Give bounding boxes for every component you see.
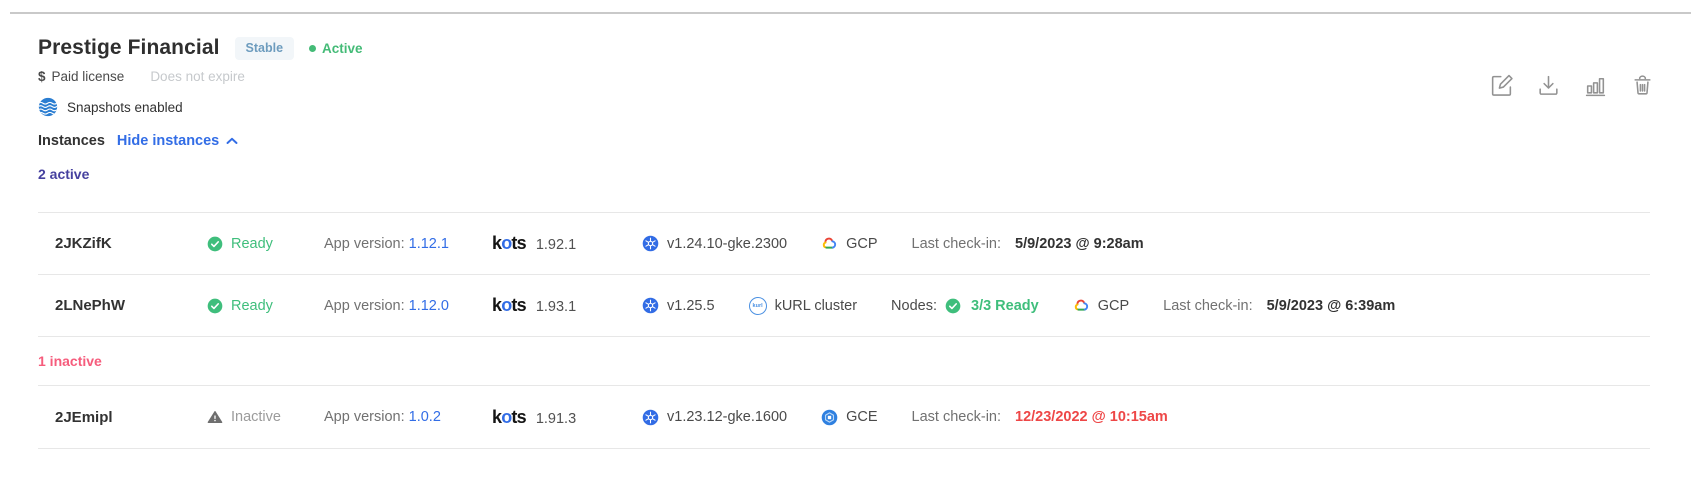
provider-cell: GCP	[1073, 297, 1129, 314]
license-row: $ Paid license Does not expire	[38, 69, 1701, 84]
k8s-version: v1.23.12-gke.1600	[667, 409, 788, 425]
k8s-version: v1.25.5	[667, 297, 715, 314]
hide-instances-link[interactable]: Hide instances	[117, 133, 238, 149]
warning-triangle-icon	[207, 411, 223, 423]
edit-button[interactable]	[1488, 72, 1514, 98]
instance-id: 2JEmipl	[55, 408, 113, 426]
snapshots-row: Snapshots enabled	[38, 97, 1701, 117]
app-version-label: App version:	[324, 409, 405, 425]
app-version-cell: App version: 1.0.2	[324, 409, 492, 425]
kubernetes-icon	[642, 409, 659, 425]
kots-logo: kots	[492, 295, 527, 315]
kurl-icon: kurl	[748, 296, 767, 315]
app-version-link[interactable]: 1.12.1	[408, 235, 449, 252]
hide-instances-label: Hide instances	[116, 133, 220, 149]
instances-heading: Instances	[38, 133, 105, 149]
customer-card: Prestige Financial Stable Active	[0, 14, 1701, 449]
kots-logo: kots	[492, 406, 527, 427]
status-badge: Active	[309, 41, 363, 56]
last-checkin-value: 5/9/2023 @ 6:39am	[1266, 297, 1396, 314]
inactive-count: 1 inactive	[38, 336, 1650, 385]
status-text: Ready	[231, 297, 273, 314]
kots-version: 1.92.1	[535, 237, 577, 253]
gcp-icon	[1074, 299, 1088, 311]
app-version-label: App version:	[324, 235, 405, 252]
active-count: 2 active	[38, 166, 90, 182]
edit-icon	[1491, 74, 1513, 96]
provider-name: GCP	[1097, 297, 1130, 314]
analytics-icon	[1585, 77, 1605, 96]
instances-header: Instances Hide instances	[38, 133, 1701, 149]
app-version-link[interactable]: 1.12.0	[408, 297, 449, 314]
last-checkin-cell: Last check-in: 12/23/2022 @ 10:15am	[912, 409, 1168, 425]
kubernetes-icon	[642, 235, 659, 252]
customer-toolbar	[1488, 72, 1655, 98]
active-dot-icon	[309, 44, 317, 52]
gcp-icon	[822, 237, 837, 249]
instance-id: 2JKZifK	[55, 235, 112, 252]
analytics-button[interactable]	[1582, 72, 1608, 98]
delete-button[interactable]	[1629, 72, 1655, 98]
app-version-label: App version:	[324, 297, 405, 314]
channel-badge: Stable	[234, 36, 295, 60]
nodes-label: Nodes:	[891, 297, 937, 314]
kots-logo: kots	[492, 233, 527, 253]
kubernetes-icon	[642, 297, 659, 314]
download-icon	[1538, 75, 1558, 95]
k8s-version-cell: v1.25.5	[642, 297, 715, 314]
status-label: Active	[322, 40, 363, 56]
last-checkin-value: 5/9/2023 @ 9:28am	[1015, 235, 1144, 252]
app-version-cell: App version: 1.12.1	[324, 236, 492, 252]
kots-version: 1.93.1	[535, 299, 577, 315]
download-button[interactable]	[1535, 72, 1561, 98]
kots-cell: kots 1.92.1	[492, 233, 642, 254]
top-divider	[10, 12, 1691, 14]
instance-row[interactable]: 2LNePhW Ready App version: 1.12.0 kots 1…	[38, 274, 1650, 336]
nodes-cell: Nodes: 3/3 Ready	[891, 298, 1039, 314]
k8s-version-cell: v1.23.12-gke.1600	[642, 409, 787, 426]
check-circle-icon	[945, 298, 961, 313]
k8s-version: v1.24.10-gke.2300	[667, 235, 788, 252]
check-circle-icon	[207, 298, 223, 313]
customer-header: Prestige Financial Stable Active	[38, 36, 1701, 60]
provider-cell: GCE	[821, 409, 878, 426]
gce-icon	[821, 409, 838, 425]
instance-status: Ready	[207, 298, 324, 314]
provider-cell: GCP	[821, 235, 878, 252]
trash-icon	[1633, 74, 1651, 95]
instances-table: 2JKZifK Ready App version: 1.12.1 kots 1…	[38, 212, 1650, 449]
last-checkin-label: Last check-in:	[1163, 297, 1253, 314]
license-expiry: Does not expire	[150, 69, 245, 84]
kots-version: 1.91.3	[535, 410, 577, 427]
nodes-ready-value: 3/3 Ready	[971, 297, 1039, 314]
last-checkin-label: Last check-in:	[911, 235, 1002, 252]
last-checkin-label: Last check-in:	[911, 409, 1002, 425]
status-text: Ready	[231, 235, 273, 252]
provider-name: GCE	[846, 409, 878, 425]
check-circle-icon	[207, 236, 223, 251]
snapshots-icon	[38, 97, 58, 117]
app-version-cell: App version: 1.12.0	[324, 298, 492, 314]
kots-cell: kots 1.91.3	[492, 407, 642, 428]
chevron-up-icon	[226, 137, 238, 144]
kots-cell: kots 1.93.1	[492, 295, 642, 316]
last-checkin-cell: Last check-in: 5/9/2023 @ 9:28am	[912, 236, 1144, 252]
last-checkin-cell: Last check-in: 5/9/2023 @ 6:39am	[1163, 298, 1395, 314]
k8s-version-cell: v1.24.10-gke.2300	[642, 235, 787, 252]
provider-name: GCP	[846, 235, 878, 252]
kurl-cluster-label: kURL cluster	[774, 297, 858, 314]
snapshots-label: Snapshots enabled	[67, 99, 183, 115]
last-checkin-value: 12/23/2022 @ 10:15am	[1015, 409, 1168, 425]
status-text: Inactive	[231, 409, 281, 425]
instance-row[interactable]: 2JEmipl Inactive App version: 1.0.2 kots…	[38, 385, 1650, 449]
instance-status: Inactive	[207, 409, 324, 425]
page-title: Prestige Financial	[38, 36, 220, 59]
kurl-cluster-cell: kurl kURL cluster	[748, 296, 858, 315]
instance-status: Ready	[207, 236, 324, 252]
instance-row[interactable]: 2JKZifK Ready App version: 1.12.1 kots 1…	[38, 212, 1650, 274]
license-type: Paid license	[51, 69, 125, 84]
instance-id: 2LNePhW	[55, 297, 126, 314]
app-version-link[interactable]: 1.0.2	[408, 409, 441, 425]
dollar-icon: $	[38, 69, 46, 84]
